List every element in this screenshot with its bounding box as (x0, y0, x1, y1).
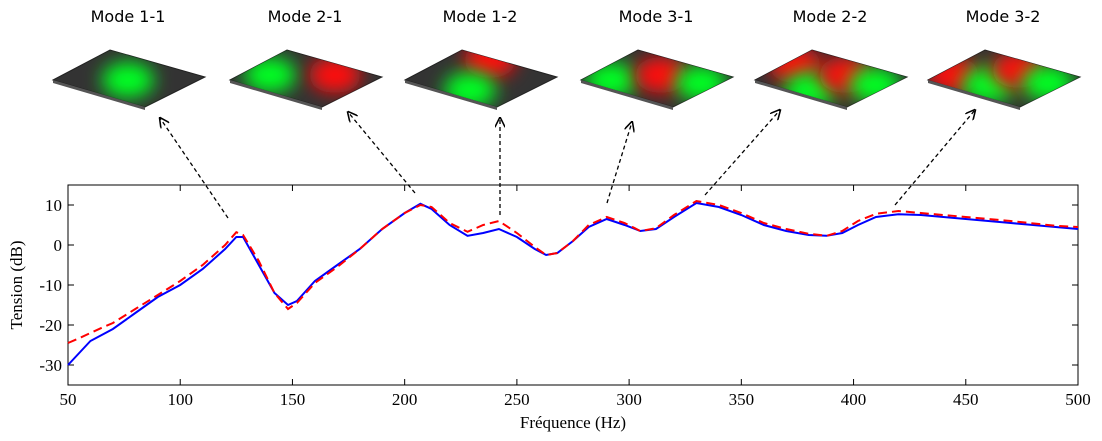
plate-edge (928, 80, 1020, 110)
plate-edge (755, 80, 847, 110)
x-axis-label: Fréquence (Hz) (520, 413, 626, 432)
mode-shapes: Mode 1-1 Mode 2-1 Mode 1-2 Mode 3-1 Mode 2-2… (51, 7, 1082, 110)
arrow (894, 110, 975, 206)
mode-lobe (635, 57, 687, 93)
y-tick-label: -30 (39, 356, 62, 375)
arrow (160, 118, 229, 219)
mode-label: Mode 3-2 (966, 7, 1041, 26)
mode-lobe (309, 57, 361, 93)
plate-edge (581, 80, 673, 110)
series-line (67, 199, 1079, 344)
mode-lobe (849, 67, 901, 103)
x-tick-label: 350 (729, 390, 755, 409)
x-tick-label: 200 (392, 390, 418, 409)
y-tick-label: 0 (54, 236, 63, 255)
y-tick-label: -10 (39, 276, 62, 295)
plate-pattern (928, 52, 1074, 103)
mode-lobe (444, 72, 496, 107)
x-tick-label: 150 (280, 390, 306, 409)
plate-edge (405, 80, 497, 110)
mode-label: Mode 1-2 (443, 7, 518, 26)
mode-label: Mode 2-2 (793, 7, 868, 26)
x-tick-label: 400 (841, 390, 867, 409)
x-tick-label: 250 (504, 390, 530, 409)
plate-edge (53, 80, 145, 110)
mode-lobe (244, 57, 296, 93)
x-tick-label: 450 (953, 390, 979, 409)
plate-edge (230, 80, 322, 110)
arrows (160, 110, 975, 219)
arrow (348, 112, 416, 194)
mode-lobe (675, 65, 727, 101)
plate-pattern (102, 62, 154, 98)
mode-lobe (1022, 65, 1074, 101)
x-tick-label: 50 (60, 390, 77, 409)
arrow (606, 122, 632, 204)
x-tick-label: 500 (1065, 390, 1091, 409)
mode-label: Mode 3-1 (619, 7, 694, 26)
mode-label: Mode 1-1 (91, 7, 166, 26)
series-line (67, 201, 1079, 366)
y-tick-label: -20 (39, 316, 62, 335)
arrow (704, 110, 780, 196)
mode-lobe (102, 62, 154, 98)
x-tick-label: 100 (167, 390, 193, 409)
x-tick-label: 300 (616, 390, 642, 409)
y-axis-label: Tension (dB) (7, 241, 26, 330)
plate-pattern (244, 57, 361, 93)
y-tick-label: 10 (45, 196, 62, 215)
mode-lobe (585, 62, 637, 98)
mode-label: Mode 2-1 (268, 7, 343, 26)
